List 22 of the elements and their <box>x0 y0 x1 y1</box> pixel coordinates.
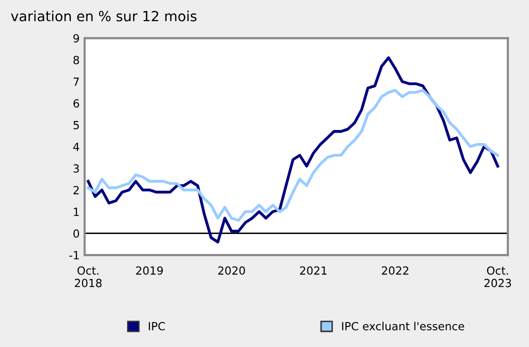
y-tick-label: 3 <box>74 164 79 173</box>
y-tick-label: 7 <box>74 78 79 86</box>
x-tick-label: Oct. 2018 <box>74 266 102 288</box>
line-series <box>86 56 500 244</box>
y-tick-label: 9 <box>73 34 79 43</box>
chart-title: variation en % sur 12 mois <box>10 10 196 22</box>
legend-label: IPC <box>148 322 165 330</box>
y-tick-label: 1 <box>74 208 79 216</box>
x-tick-label: 2022 <box>382 266 408 275</box>
line-series <box>86 88 500 222</box>
x-tick-label: 2021 <box>300 266 327 275</box>
y-tick-label: 4 <box>73 142 80 151</box>
legend-label: IPC excluant l'essence <box>342 322 464 330</box>
x-tick-label: 2020 <box>218 266 245 275</box>
x-tick-label: 2019 <box>136 266 163 275</box>
y-tick-label: 5 <box>74 121 79 130</box>
x-tick-label: Oct. 2023 <box>484 266 511 288</box>
y-tick-label: 2 <box>74 186 79 194</box>
y-tick-label: 8 <box>73 56 80 64</box>
y-tick-label: -1 <box>69 251 79 260</box>
y-tick-label: 6 <box>73 99 80 108</box>
y-tick-label: 0 <box>73 229 80 238</box>
